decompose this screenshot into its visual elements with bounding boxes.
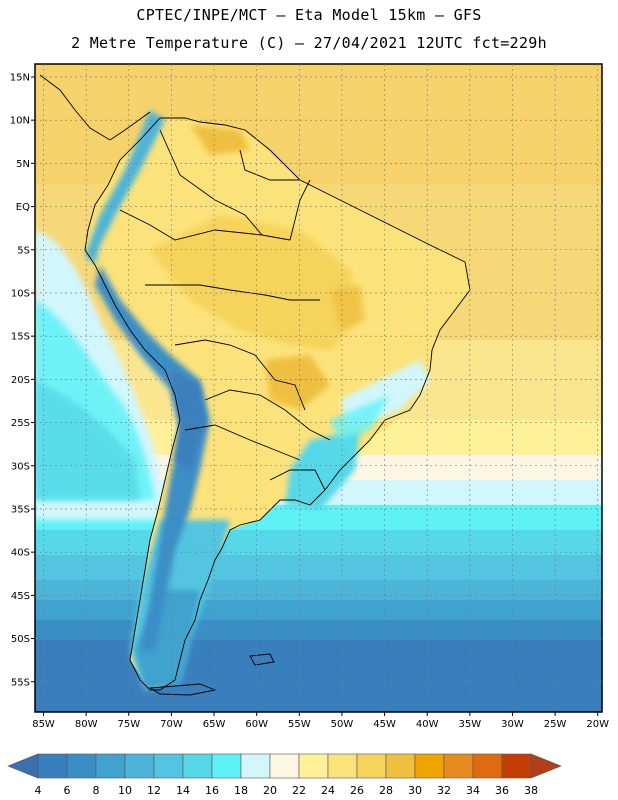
coastline xyxy=(39,74,471,696)
colorbar-above-arrow xyxy=(530,753,562,779)
colorbar-below-arrow xyxy=(7,753,39,779)
lon-tick-label: 75W xyxy=(117,719,140,730)
colorbar-label: 36 xyxy=(495,784,509,797)
colorbar-swatch xyxy=(95,753,126,779)
colorbar-swatch xyxy=(298,753,329,779)
colorbar-swatch xyxy=(356,753,387,779)
lat-tick-label: 55S xyxy=(11,677,30,688)
lon-tick-label: 45W xyxy=(373,719,396,730)
colorbar-swatch xyxy=(153,753,184,779)
graticule xyxy=(35,64,602,712)
colorbar-label: 12 xyxy=(147,784,161,797)
colorbar-label: 22 xyxy=(292,784,306,797)
colorbar-swatch xyxy=(443,753,474,779)
colorbar: 4 6 8 10 12 14 16 18 20 22 24 26 28 30 32 34 36 38 xyxy=(7,753,562,797)
temperature-field xyxy=(35,64,602,712)
lat-tick-label: 10S xyxy=(11,288,30,299)
colorbar-label: 4 xyxy=(35,784,42,797)
colorbar-swatch xyxy=(414,753,445,779)
colorbar-swatch xyxy=(37,753,68,779)
lon-tick-label: 30W xyxy=(501,719,524,730)
lat-tick-label: 50S xyxy=(11,634,30,645)
lon-tick-label: 35W xyxy=(459,719,482,730)
lon-tick-label: 65W xyxy=(203,719,226,730)
lat-tick-label: 5N xyxy=(16,159,30,170)
colorbar-label: 14 xyxy=(176,784,190,797)
colorbar-swatch xyxy=(501,753,532,779)
chart-title: CPTEC/INPE/MCT – Eta Model 15km – GFS xyxy=(136,6,482,24)
lon-tick-label: 60W xyxy=(245,719,268,730)
colorbar-swatch xyxy=(240,753,271,779)
colorbar-label: 6 xyxy=(64,784,71,797)
axis-ticks: 15N 10N 5N EQ 5S 10S 15S 20S 25S 30S 35S 40S 45S 50S 5… xyxy=(10,72,609,730)
lat-tick-label: 5S xyxy=(17,245,30,256)
lat-tick-label: 15N xyxy=(10,72,30,83)
lat-tick-label: EQ xyxy=(16,202,30,213)
lat-tick-label: 30S xyxy=(11,461,30,472)
lon-tick-label: 85W xyxy=(32,719,55,730)
map-frame xyxy=(34,63,603,713)
lat-tick-label: 10N xyxy=(10,116,30,127)
colorbar-label: 20 xyxy=(263,784,277,797)
colorbar-swatch xyxy=(211,753,242,779)
colorbar-label: 32 xyxy=(437,784,451,797)
colorbar-label: 38 xyxy=(524,784,538,797)
lon-tick-label: 40W xyxy=(416,719,439,730)
lat-tick-label: 25S xyxy=(11,418,30,429)
lon-tick-label: 20W xyxy=(586,719,609,730)
colorbar-swatch xyxy=(327,753,358,779)
colorbar-swatch xyxy=(385,753,416,779)
lat-tick-label: 40S xyxy=(11,548,30,559)
colorbar-swatch xyxy=(66,753,97,779)
colorbar-swatch xyxy=(182,753,213,779)
colorbar-label: 24 xyxy=(321,784,335,797)
lon-tick-label: 25W xyxy=(544,719,567,730)
lat-tick-label: 15S xyxy=(11,332,30,343)
lon-tick-label: 55W xyxy=(288,719,311,730)
colorbar-label: 18 xyxy=(234,784,248,797)
colorbar-swatch xyxy=(472,753,503,779)
colorbar-label: 28 xyxy=(379,784,393,797)
colorbar-label: 8 xyxy=(93,784,100,797)
lon-tick-label: 70W xyxy=(160,719,183,730)
colorbar-label: 30 xyxy=(408,784,422,797)
lon-tick-label: 50W xyxy=(331,719,354,730)
lon-tick-label: 80W xyxy=(75,719,98,730)
colorbar-label: 10 xyxy=(118,784,132,797)
lat-tick-label: 20S xyxy=(11,375,30,386)
colorbar-swatch xyxy=(124,753,155,779)
colorbar-label: 16 xyxy=(205,784,219,797)
lat-tick-label: 45S xyxy=(11,591,30,602)
colorbar-label: 34 xyxy=(466,784,480,797)
lat-tick-label: 35S xyxy=(11,504,30,515)
chart-subtitle: 2 Metre Temperature (C) – 27/04/2021 12U… xyxy=(71,34,547,52)
colorbar-label: 26 xyxy=(350,784,364,797)
colorbar-swatch xyxy=(269,753,300,779)
